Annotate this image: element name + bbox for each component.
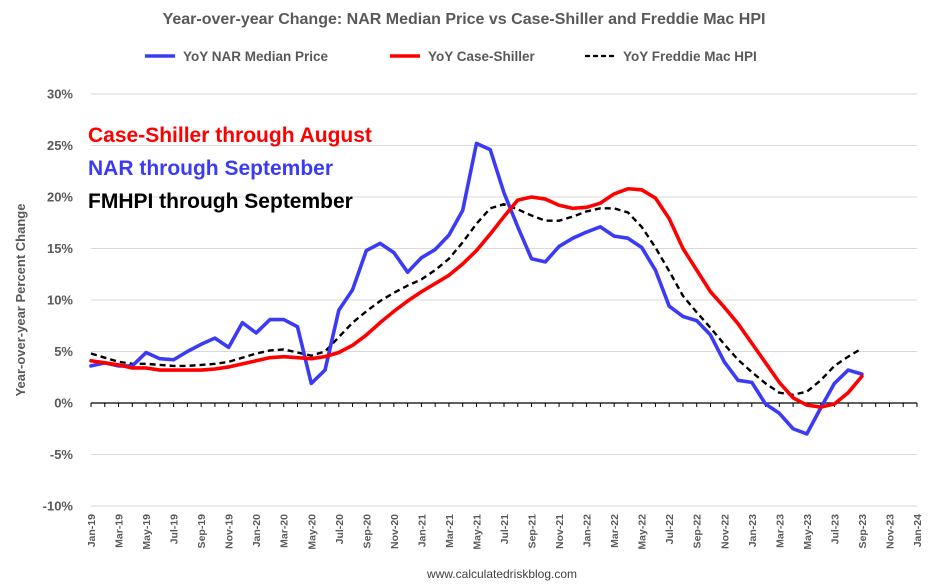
x-tick-label: Mar-19 <box>114 514 126 548</box>
y-tick-label: 25% <box>47 138 73 153</box>
x-tick-label: Jul-21 <box>499 514 511 545</box>
y-tick-label: 10% <box>47 293 73 308</box>
y-tick-label: -5% <box>50 447 74 462</box>
x-tick-label: Mar-20 <box>279 514 291 548</box>
x-tick-label: Jan-19 <box>86 514 98 547</box>
x-tick-label: Nov-19 <box>224 514 236 549</box>
x-tick-label: Jan-23 <box>747 514 759 547</box>
x-tick-label: Mar-21 <box>444 514 456 548</box>
x-tick-label: Jan-21 <box>416 514 428 547</box>
y-tick-label: -10% <box>43 499 74 514</box>
series-line-yoy-freddie-mac-hpi <box>90 203 863 396</box>
x-tick-label: Sep-21 <box>527 514 539 549</box>
x-tick-label: May-19 <box>141 514 153 550</box>
x-tick-label: Jan-20 <box>251 514 263 547</box>
x-tick-label: Jul-20 <box>334 514 346 545</box>
series-line-yoy-nar-median-price <box>89 141 864 436</box>
x-tick-label: May-20 <box>306 514 318 550</box>
x-tick-label: Nov-23 <box>884 514 896 549</box>
y-axis-ticks: -10% -5% 0% 5% 10% 15% 20% 25% 30% <box>43 87 74 514</box>
x-tick-label: Jan-22 <box>582 514 594 547</box>
source-credit: www.calculatedriskblog.com <box>426 567 577 581</box>
x-tick-label: Nov-20 <box>389 514 401 549</box>
x-tick-label: May-23 <box>802 514 814 550</box>
y-tick-label: 5% <box>54 344 73 359</box>
annotation-text: FMHPI through September <box>88 190 353 213</box>
y-tick-label: 20% <box>47 190 73 205</box>
legend-label: YoY Case-Shiller <box>428 49 536 64</box>
gridlines <box>90 93 918 507</box>
x-tick-label: May-21 <box>471 514 483 550</box>
series-line-yoy-case-shiller <box>89 186 864 409</box>
x-tick-label: Sep-19 <box>196 514 208 549</box>
annotation-text: Case-Shiller through August <box>88 124 372 147</box>
legend-label: YoY NAR Median Price <box>183 49 329 64</box>
x-tick-label: Jul-22 <box>664 514 676 545</box>
y-tick-label: 0% <box>54 396 73 411</box>
series-lines <box>89 141 864 436</box>
x-tick-label: Nov-22 <box>719 514 731 549</box>
x-tick-label: Mar-22 <box>609 514 621 548</box>
x-tick-label: Jul-23 <box>829 514 841 545</box>
x-tick-label: May-22 <box>637 514 649 550</box>
y-tick-label: 15% <box>47 241 73 256</box>
chart-title: Year-over-year Change: NAR Median Price … <box>163 11 766 28</box>
x-tick-label: Nov-21 <box>554 514 566 549</box>
legend: YoY NAR Median Price YoY Case-Shiller YoY … <box>145 49 757 64</box>
y-tick-label: 30% <box>47 87 73 102</box>
x-tick-label: Jan-24 <box>912 514 924 547</box>
x-tick-label: Jul-19 <box>169 514 181 545</box>
x-tick-label: Sep-23 <box>857 514 869 549</box>
x-tick-label: Sep-20 <box>361 514 373 549</box>
annotations: Case-Shiller through August NAR through S… <box>88 124 372 213</box>
legend-label: YoY Freddie Mac HPI <box>623 49 757 64</box>
annotation-text: NAR through September <box>88 157 333 180</box>
x-axis-ticks: Jan-19 Mar-19 May-19 Jul-19 Sep-19 Nov-19 Jan-… <box>86 514 924 550</box>
x-tick-label: Mar-23 <box>774 514 786 548</box>
x-tick-label: Sep-22 <box>692 514 704 549</box>
y-axis-label: Year-over-year Percent Change <box>13 204 28 397</box>
